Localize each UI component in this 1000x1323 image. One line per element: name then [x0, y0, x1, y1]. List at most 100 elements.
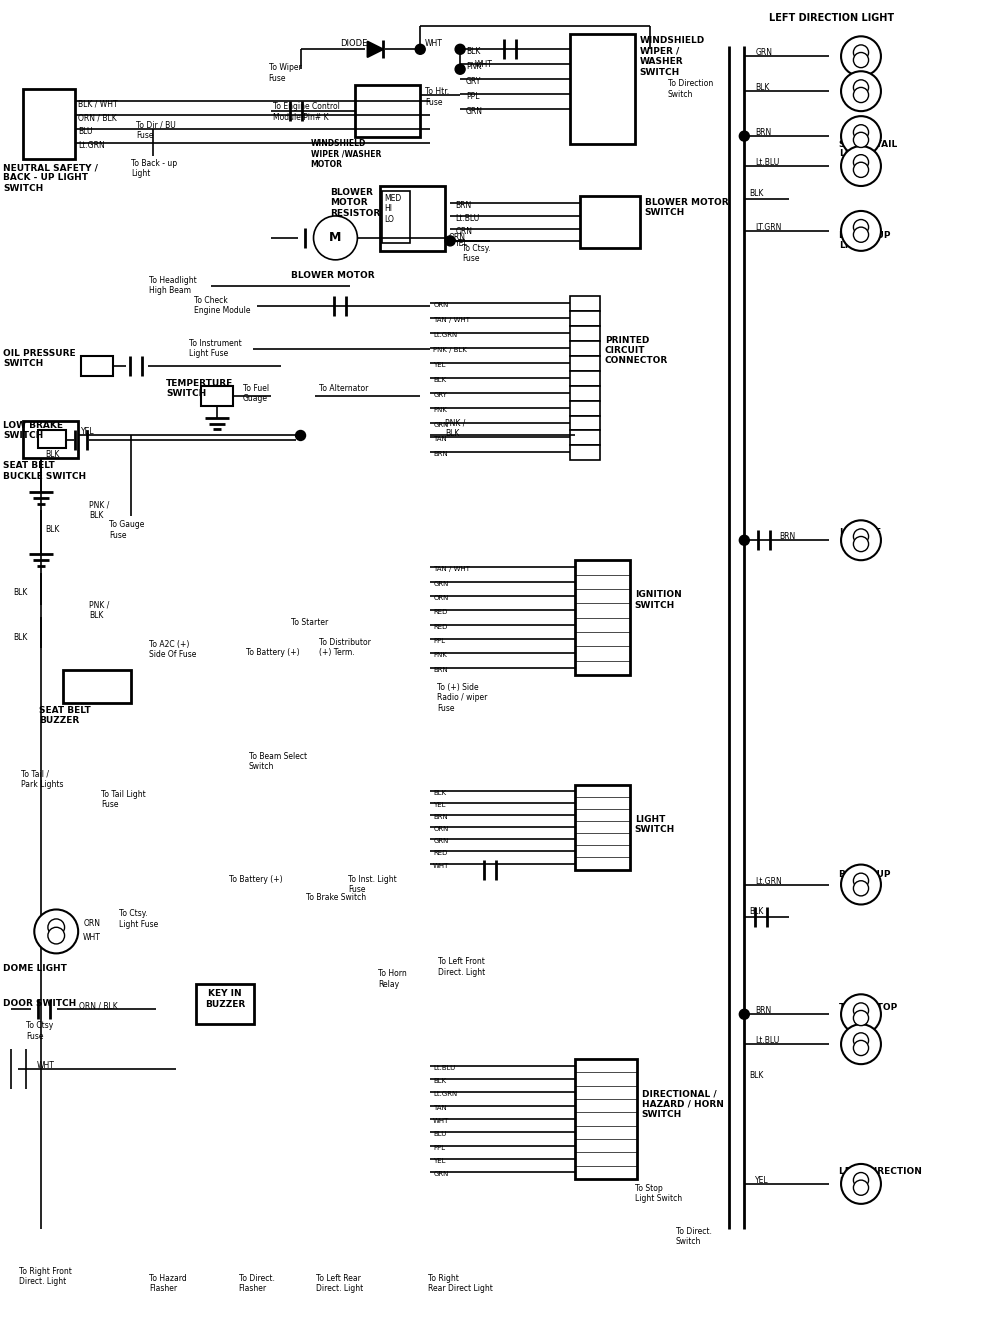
Text: DIRECTIONAL /
HAZARD / HORN
SWITCH: DIRECTIONAL / HAZARD / HORN SWITCH — [642, 1089, 723, 1119]
Circle shape — [739, 131, 749, 142]
Text: To Instrument
Light Fuse: To Instrument Light Fuse — [189, 339, 242, 359]
Bar — [81, 356, 113, 376]
Circle shape — [853, 163, 869, 177]
Text: To Ctsy.
Fuse: To Ctsy. Fuse — [462, 243, 491, 263]
Text: TAIL / STOP
LIGHT: TAIL / STOP LIGHT — [839, 1003, 897, 1021]
Text: Lt.GRN: Lt.GRN — [78, 142, 105, 149]
Text: ORN: ORN — [83, 919, 100, 929]
Text: BLK / WHT: BLK / WHT — [78, 99, 118, 108]
Text: GRY: GRY — [466, 77, 481, 86]
Circle shape — [34, 909, 78, 954]
Text: LOW BRAKE
SWITCH: LOW BRAKE SWITCH — [3, 421, 63, 441]
Bar — [570, 415, 600, 430]
Circle shape — [841, 210, 881, 251]
Text: BLK: BLK — [749, 189, 764, 198]
Text: To Direction
Switch: To Direction Switch — [668, 79, 713, 99]
Text: MED
HI
LO: MED HI LO — [384, 194, 402, 224]
Text: ORN: ORN — [448, 233, 465, 242]
Bar — [355, 85, 420, 138]
Circle shape — [841, 520, 881, 560]
Text: YEL: YEL — [81, 427, 95, 437]
Text: Lt.BLU: Lt.BLU — [455, 214, 479, 224]
Circle shape — [841, 146, 881, 187]
Text: IGNITION
SWITCH: IGNITION SWITCH — [635, 590, 681, 610]
Text: BLU: BLU — [433, 1131, 447, 1138]
Text: To Right
Rear Direct Light: To Right Rear Direct Light — [428, 1274, 493, 1293]
Text: BACK - UP
LIGHT: BACK - UP LIGHT — [839, 869, 891, 889]
Circle shape — [415, 44, 425, 54]
Circle shape — [853, 45, 869, 60]
Text: BLOWER MOTOR
SWITCH: BLOWER MOTOR SWITCH — [645, 198, 728, 217]
Text: BLK: BLK — [755, 83, 770, 93]
Text: To Hazard
Flasher: To Hazard Flasher — [149, 1274, 187, 1293]
Text: BLU: BLU — [78, 127, 93, 136]
Text: WHT: WHT — [433, 863, 450, 868]
Text: LIGHT
SWITCH: LIGHT SWITCH — [635, 815, 675, 833]
Text: PNK: PNK — [433, 652, 447, 659]
Text: To Htr.
Fuse: To Htr. Fuse — [425, 87, 449, 107]
Text: To Check
Engine Module: To Check Engine Module — [194, 296, 250, 315]
Bar — [570, 325, 600, 341]
Circle shape — [853, 53, 869, 67]
Text: RED: RED — [433, 851, 448, 856]
Text: BLOWER MOTOR: BLOWER MOTOR — [291, 271, 374, 280]
Bar — [570, 385, 600, 401]
Bar — [23, 421, 78, 459]
Text: PNK /
BLK: PNK / BLK — [445, 418, 466, 438]
Bar — [575, 1060, 637, 1179]
Text: WHT: WHT — [425, 40, 443, 49]
Text: TAN: TAN — [433, 1105, 447, 1111]
Circle shape — [853, 1180, 869, 1195]
Text: PRINTED
CIRCUIT
CONNECTOR: PRINTED CIRCUIT CONNECTOR — [605, 336, 668, 365]
Text: To Headlight
High Beam: To Headlight High Beam — [149, 275, 197, 295]
Text: BLOWER
MOTOR
RESISTOR: BLOWER MOTOR RESISTOR — [330, 188, 381, 218]
Bar — [196, 984, 254, 1024]
Text: PNK: PNK — [433, 406, 447, 413]
Text: PNK / BLK: PNK / BLK — [433, 347, 467, 353]
Bar — [570, 430, 600, 446]
Text: To Beam Select
Switch: To Beam Select Switch — [249, 751, 307, 771]
Text: TAN: TAN — [433, 437, 447, 442]
Text: DOME LIGHT: DOME LIGHT — [3, 964, 67, 974]
Text: BRN: BRN — [779, 532, 795, 541]
Text: TEMPERTURE
SWITCH: TEMPERTURE SWITCH — [166, 378, 233, 398]
Bar — [570, 356, 600, 370]
Circle shape — [853, 155, 869, 169]
Text: BLK: BLK — [433, 790, 446, 796]
Circle shape — [314, 216, 357, 259]
Bar — [570, 370, 600, 385]
Text: To (+) Side
Radio / wiper
Fuse: To (+) Side Radio / wiper Fuse — [437, 683, 488, 713]
Text: To Alternator: To Alternator — [319, 384, 368, 393]
Text: RED: RED — [433, 623, 448, 630]
Bar — [201, 385, 233, 406]
Text: ORN: ORN — [433, 595, 449, 601]
Text: To Horn
Relay: To Horn Relay — [378, 970, 407, 988]
Text: To A2C (+)
Side Of Fuse: To A2C (+) Side Of Fuse — [149, 640, 196, 659]
Circle shape — [841, 864, 881, 905]
Circle shape — [48, 927, 65, 943]
Circle shape — [739, 536, 749, 545]
Text: To Ctsy.
Light Fuse: To Ctsy. Light Fuse — [119, 909, 158, 929]
Text: Lt.GRN: Lt.GRN — [433, 1091, 457, 1098]
Text: WHT: WHT — [433, 1118, 450, 1125]
Bar — [580, 196, 640, 247]
Text: To Tail /
Park Lights: To Tail / Park Lights — [21, 770, 64, 790]
Text: YEL: YEL — [455, 239, 469, 247]
Text: BLK: BLK — [13, 589, 28, 597]
Text: BRN: BRN — [433, 667, 448, 673]
Text: To Right Front
Direct. Light: To Right Front Direct. Light — [19, 1266, 72, 1286]
Circle shape — [853, 1040, 869, 1056]
Text: To Left Rear
Direct. Light: To Left Rear Direct. Light — [316, 1274, 363, 1293]
Text: SEAT BELT
BUZZER: SEAT BELT BUZZER — [39, 706, 91, 725]
Circle shape — [841, 995, 881, 1035]
Circle shape — [853, 529, 869, 544]
Text: ORN / BLK: ORN / BLK — [79, 1002, 118, 1011]
Text: YEL: YEL — [755, 1176, 769, 1185]
Text: LEFT DIRECTION
LIGHT: LEFT DIRECTION LIGHT — [839, 1167, 922, 1187]
Text: GRN: GRN — [433, 1171, 449, 1177]
Text: DOOR SWITCH: DOOR SWITCH — [3, 999, 77, 1008]
Circle shape — [853, 1003, 869, 1019]
Text: Lt.BLU: Lt.BLU — [755, 1036, 780, 1045]
Text: YEL: YEL — [433, 361, 446, 368]
Circle shape — [455, 65, 465, 74]
